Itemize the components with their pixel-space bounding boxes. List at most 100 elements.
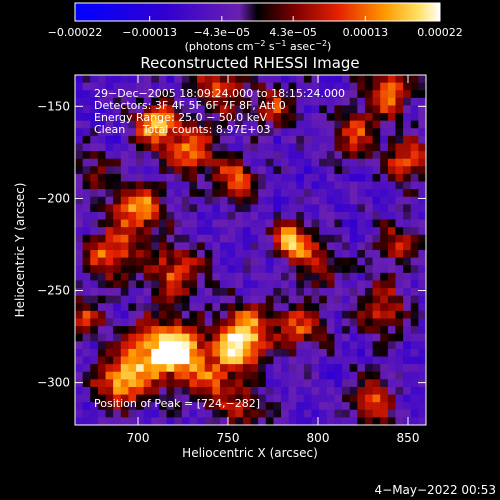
heatmap-cell xyxy=(380,394,389,403)
heatmap-cell xyxy=(296,166,305,175)
x-tick-label: 850 xyxy=(397,431,420,445)
heatmap-cell xyxy=(197,105,206,114)
heatmap-cell xyxy=(334,257,343,266)
heatmap-cell xyxy=(281,257,290,266)
heatmap-cell xyxy=(395,318,404,327)
heatmap-cell xyxy=(105,379,114,388)
heatmap-cell xyxy=(174,295,183,304)
heatmap-cell xyxy=(136,409,145,418)
heatmap-cell xyxy=(219,394,229,403)
heatmap-cell xyxy=(97,151,107,160)
heatmap-cell xyxy=(75,97,84,107)
heatmap-cell xyxy=(273,204,282,213)
heatmap-cell xyxy=(120,128,130,137)
heatmap-cell xyxy=(250,333,259,342)
heatmap-cell xyxy=(235,189,244,198)
heatmap-cell xyxy=(387,82,397,91)
heatmap-cell xyxy=(97,181,107,190)
heatmap-cell xyxy=(319,371,328,380)
heatmap-cell xyxy=(204,204,213,213)
heatmap-cell xyxy=(303,318,313,327)
heatmap-cell xyxy=(364,326,374,335)
heatmap-cell xyxy=(380,151,389,160)
heatmap-cell xyxy=(281,90,290,99)
heatmap-cell xyxy=(349,135,358,145)
heatmap-cell xyxy=(151,113,160,122)
heatmap-cell xyxy=(158,166,168,175)
heatmap-cell xyxy=(265,173,274,183)
heatmap-cell xyxy=(311,82,320,91)
heatmap-cell xyxy=(151,219,160,228)
heatmap-cell xyxy=(311,341,320,350)
heatmap-cell xyxy=(395,333,404,342)
heatmap-cell xyxy=(235,371,244,380)
heatmap-cell xyxy=(105,333,114,342)
heatmap-cell xyxy=(204,364,213,373)
heatmap-cell xyxy=(334,75,343,84)
heatmap-cell xyxy=(242,265,252,274)
heatmap-cell xyxy=(197,90,206,99)
heatmap-cell xyxy=(90,417,99,425)
heatmap-cell xyxy=(265,242,274,251)
chart-title: Reconstructed RHESSI Image xyxy=(140,54,359,72)
heatmap-cell xyxy=(166,364,175,373)
heatmap-cell xyxy=(158,371,168,380)
heatmap-cell xyxy=(250,295,259,304)
heatmap-cell xyxy=(319,386,328,396)
heatmap-cell xyxy=(372,75,381,84)
heatmap-cell xyxy=(151,348,160,358)
heatmap-cell xyxy=(258,227,267,236)
colorbar-unit-label: (photons cm−2 s−1 asec−2) xyxy=(185,39,332,53)
heatmap-cell xyxy=(97,257,107,266)
heatmap-cell xyxy=(181,417,191,425)
heatmap-cell xyxy=(372,265,381,274)
annotation-time-range: 29−Dec−2005 18:09:24.000 to 18:15:24.000 xyxy=(94,87,345,100)
heatmap-cell xyxy=(242,280,252,289)
heatmap-cell xyxy=(97,295,107,304)
heatmap-cell xyxy=(204,173,213,183)
heatmap-cell xyxy=(387,348,397,358)
heatmap-cell xyxy=(380,356,389,365)
heatmap-cell xyxy=(288,356,297,365)
heatmap-cell xyxy=(212,90,221,99)
heatmap-cell xyxy=(334,364,343,373)
heatmap-cell xyxy=(90,227,99,236)
heatmap-cell xyxy=(311,135,320,145)
heatmap-cell xyxy=(403,105,412,114)
heatmap-cell xyxy=(204,181,213,190)
heatmap-cell xyxy=(410,219,419,228)
heatmap-cell xyxy=(143,135,152,145)
heatmap-cell xyxy=(265,135,274,145)
heatmap-cell xyxy=(403,227,412,236)
heatmap-cell xyxy=(288,75,297,84)
heatmap-cell xyxy=(212,371,221,380)
heatmap-cell xyxy=(334,204,343,213)
heatmap-cell xyxy=(158,409,168,418)
heatmap-cell xyxy=(273,90,282,99)
heatmap-cell xyxy=(197,166,206,175)
heatmap-cell xyxy=(334,227,343,236)
heatmap-cell xyxy=(372,379,381,388)
heatmap-cell xyxy=(82,196,91,205)
heatmap-cell xyxy=(326,82,336,91)
heatmap-cell xyxy=(342,409,351,418)
heatmap-cell xyxy=(319,75,328,84)
heatmap-cell xyxy=(136,333,145,342)
heatmap-cell xyxy=(410,394,419,403)
heatmap-cell xyxy=(105,394,114,403)
heatmap-cell xyxy=(75,288,84,297)
heatmap-cell xyxy=(372,90,381,99)
heatmap-cell xyxy=(418,417,426,425)
heatmap-cell xyxy=(395,189,404,198)
heatmap-cell xyxy=(258,196,267,205)
heatmap-cell xyxy=(281,295,290,304)
heatmap-cell xyxy=(181,234,191,243)
heatmap-cell xyxy=(219,113,229,122)
heatmap-cell xyxy=(105,105,114,114)
heatmap-cell xyxy=(166,409,175,418)
heatmap-cell xyxy=(303,348,313,358)
heatmap-cell xyxy=(90,371,99,380)
heatmap-cell xyxy=(97,128,107,137)
heatmap-cell xyxy=(288,151,297,160)
heatmap-cell xyxy=(143,219,152,228)
